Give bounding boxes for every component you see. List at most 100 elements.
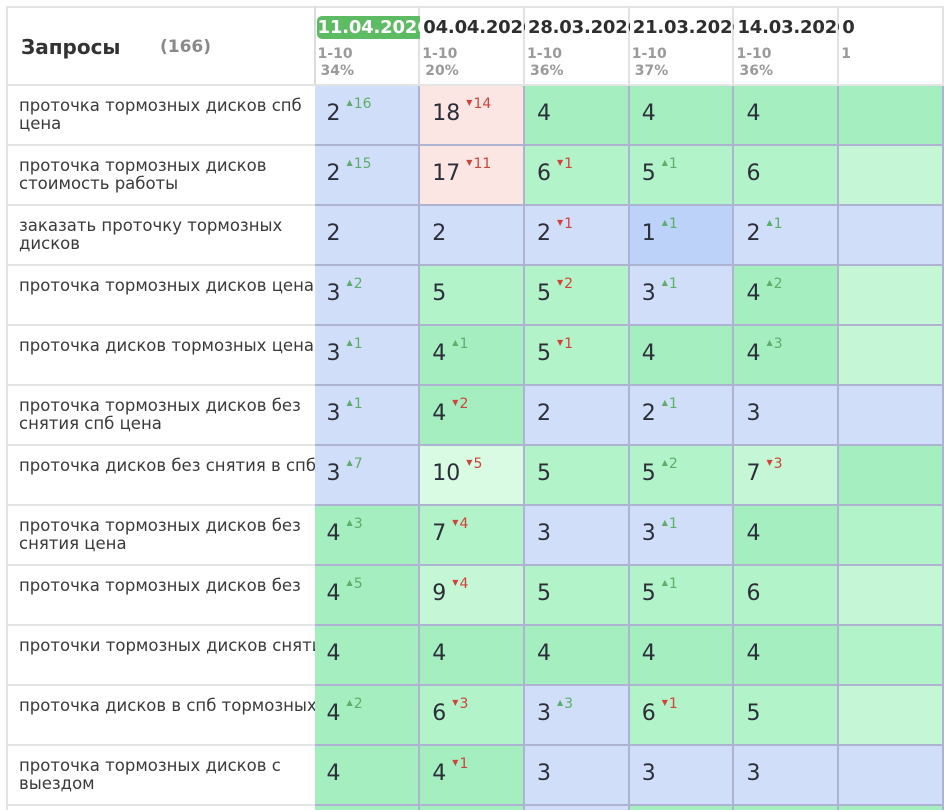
position-cell[interactable]	[314, 805, 421, 810]
query-cell[interactable]: проточка дисков тормозных цена	[6, 325, 315, 386]
position-cell[interactable]: 5	[524, 445, 630, 506]
position-cell[interactable]: 2	[314, 205, 421, 266]
position-cell[interactable]: 4 ▲3	[314, 505, 421, 566]
position-cell[interactable]: 3 ▲1	[314, 385, 421, 446]
position-cell[interactable]: 5 ▲2	[628, 445, 735, 506]
position-cell[interactable]: 4	[314, 625, 421, 686]
query-cell[interactable]: проточка дисков без снятия в спб	[6, 445, 316, 506]
position-cell[interactable]: 4	[628, 325, 735, 386]
position-cell[interactable]: 4 ▲3	[733, 325, 840, 386]
date-column-header[interactable]: 28.03.2026 1-10 36%	[524, 6, 640, 86]
query-cell[interactable]: проточка тормозных дисков с выездом	[6, 745, 315, 806]
position-cell[interactable]: 4 ▲5	[314, 565, 421, 626]
query-cell[interactable]: проточка тормозных дисков стоимость рабо…	[6, 145, 315, 206]
position-cell[interactable]: 2	[524, 385, 630, 446]
table-row: проточка тормозных дисков с выездом 4 4 ▼1 3…	[6, 745, 944, 806]
position-cell[interactable]	[838, 445, 944, 506]
position-cell[interactable]: 7 ▼4	[419, 505, 526, 566]
position-cell[interactable]	[838, 745, 944, 806]
position-cell[interactable]: 3 ▲1	[628, 265, 735, 326]
position-cell[interactable]: 3	[524, 505, 630, 566]
position-cell[interactable]: 3	[733, 745, 840, 806]
date-column-header-partial[interactable]: 0 1	[838, 6, 944, 86]
position-cell[interactable]	[838, 625, 944, 686]
position-cell[interactable]: 4	[628, 625, 735, 686]
position-cell[interactable]: 4	[628, 85, 735, 146]
position-cell[interactable]: 6	[733, 145, 840, 206]
position-cell[interactable]	[733, 805, 840, 810]
date-column-header[interactable]: 11.04.2026 1-10 34%	[314, 6, 431, 86]
query-cell[interactable]: проточки тормозных дисков снятия	[6, 625, 332, 686]
position-cell[interactable]: 5 ▼2	[524, 265, 630, 326]
position-cell[interactable]: 17 ▼11	[419, 145, 526, 206]
position-cell[interactable]: 2 ▲1	[628, 385, 735, 446]
query-text: проточка тормозных дисков цена	[19, 276, 314, 295]
position-cell[interactable]: 2	[419, 205, 526, 266]
position-cell[interactable]: 4 ▲1	[419, 325, 526, 386]
position-cell[interactable]: 3 ▲7	[314, 445, 421, 506]
position-cell[interactable]: 7 ▼3	[733, 445, 840, 506]
position-cell[interactable]: 3 ▲2	[314, 265, 421, 326]
position-cell[interactable]: 9 ▼4	[419, 565, 526, 626]
position-cell[interactable]	[628, 805, 735, 810]
position-cell[interactable]	[838, 565, 944, 626]
position-cell[interactable]: 4 ▼1	[419, 745, 526, 806]
position-cell[interactable]	[419, 805, 526, 810]
position-cell[interactable]: 5	[733, 685, 840, 746]
position-cell[interactable]	[838, 505, 944, 566]
query-cell[interactable]: проточка тормозных дисков без снятия спб…	[6, 385, 315, 446]
position-cell[interactable]: 5	[419, 265, 526, 326]
query-cell[interactable]: проточка дисков в спб тормозных	[6, 685, 317, 746]
query-cell[interactable]: проточка тормозных дисков без	[6, 565, 315, 626]
position-cell[interactable]: 2 ▼1	[524, 205, 630, 266]
position-cell[interactable]: 4 ▼2	[419, 385, 526, 446]
position-cell[interactable]: 4	[524, 625, 630, 686]
position-cell[interactable]: 3	[628, 745, 735, 806]
position-cell[interactable]: 6 ▼1	[628, 685, 735, 746]
position-cell[interactable]: 4	[733, 505, 840, 566]
position-cell[interactable]	[524, 805, 630, 810]
position-cell[interactable]: 4	[524, 85, 630, 146]
position-cell[interactable]: 2 ▲15	[314, 145, 421, 206]
position-cell[interactable]: 5	[524, 565, 630, 626]
position-cell[interactable]	[838, 265, 944, 326]
query-cell[interactable]: проточка тормозных дисков спб цена	[6, 85, 315, 146]
position-cell[interactable]: 4	[419, 625, 526, 686]
position-cell[interactable]: 4	[733, 85, 840, 146]
position-cell[interactable]	[838, 385, 944, 446]
position-cell[interactable]: 4 ▲2	[314, 685, 421, 746]
position-cell[interactable]: 2 ▲1	[733, 205, 840, 266]
query-cell[interactable]: заказать проточку тормозных дисков	[6, 205, 315, 266]
position-cell[interactable]	[838, 205, 944, 266]
position-cell[interactable]: 4	[733, 625, 840, 686]
position-cell[interactable]: 5 ▲1	[628, 145, 735, 206]
position-cell[interactable]: 6 ▼3	[419, 685, 526, 746]
position-cell[interactable]	[838, 145, 944, 206]
date-column-header[interactable]: 14.03.2026 1-10 36%	[733, 6, 850, 86]
position-cell[interactable]	[838, 685, 944, 746]
date-column-header[interactable]: 04.04.2026 1-10 20%	[419, 6, 535, 86]
queries-column-header[interactable]: Запросы (166)	[6, 6, 316, 86]
position-cell[interactable]: 3 ▲3	[524, 685, 630, 746]
position-cell[interactable]: 3 ▲1	[314, 325, 421, 386]
position-cell[interactable]	[838, 325, 944, 386]
position-cell[interactable]: 18 ▼14	[419, 85, 526, 146]
position-cell[interactable]	[838, 85, 944, 146]
position-cell[interactable]: 4 ▲2	[733, 265, 840, 326]
position-cell[interactable]: 5 ▼1	[524, 325, 630, 386]
position-cell[interactable]: 2 ▲16	[314, 85, 421, 146]
position-cell[interactable]: 5 ▲1	[628, 565, 735, 626]
query-cell[interactable]: проточка тормозных дисков без снятия цен…	[6, 505, 315, 566]
position-cell[interactable]: 4	[314, 745, 421, 806]
position-cell[interactable]: 10 ▼5	[419, 445, 526, 506]
query-cell[interactable]: проточка тормозных дисков цена	[6, 265, 315, 326]
date-column-header[interactable]: 21.03.2026 1-10 37%	[628, 6, 745, 86]
position-cell[interactable]: 6	[733, 565, 840, 626]
position-cell[interactable]	[838, 805, 944, 810]
position-cell[interactable]: 6 ▼1	[524, 145, 630, 206]
position-cell[interactable]: 3	[524, 745, 630, 806]
position-cell[interactable]: 3	[733, 385, 840, 446]
position-cell[interactable]: 3 ▲1	[628, 505, 735, 566]
query-cell[interactable]	[6, 805, 315, 810]
position-cell[interactable]: 1 ▲1	[628, 205, 735, 266]
